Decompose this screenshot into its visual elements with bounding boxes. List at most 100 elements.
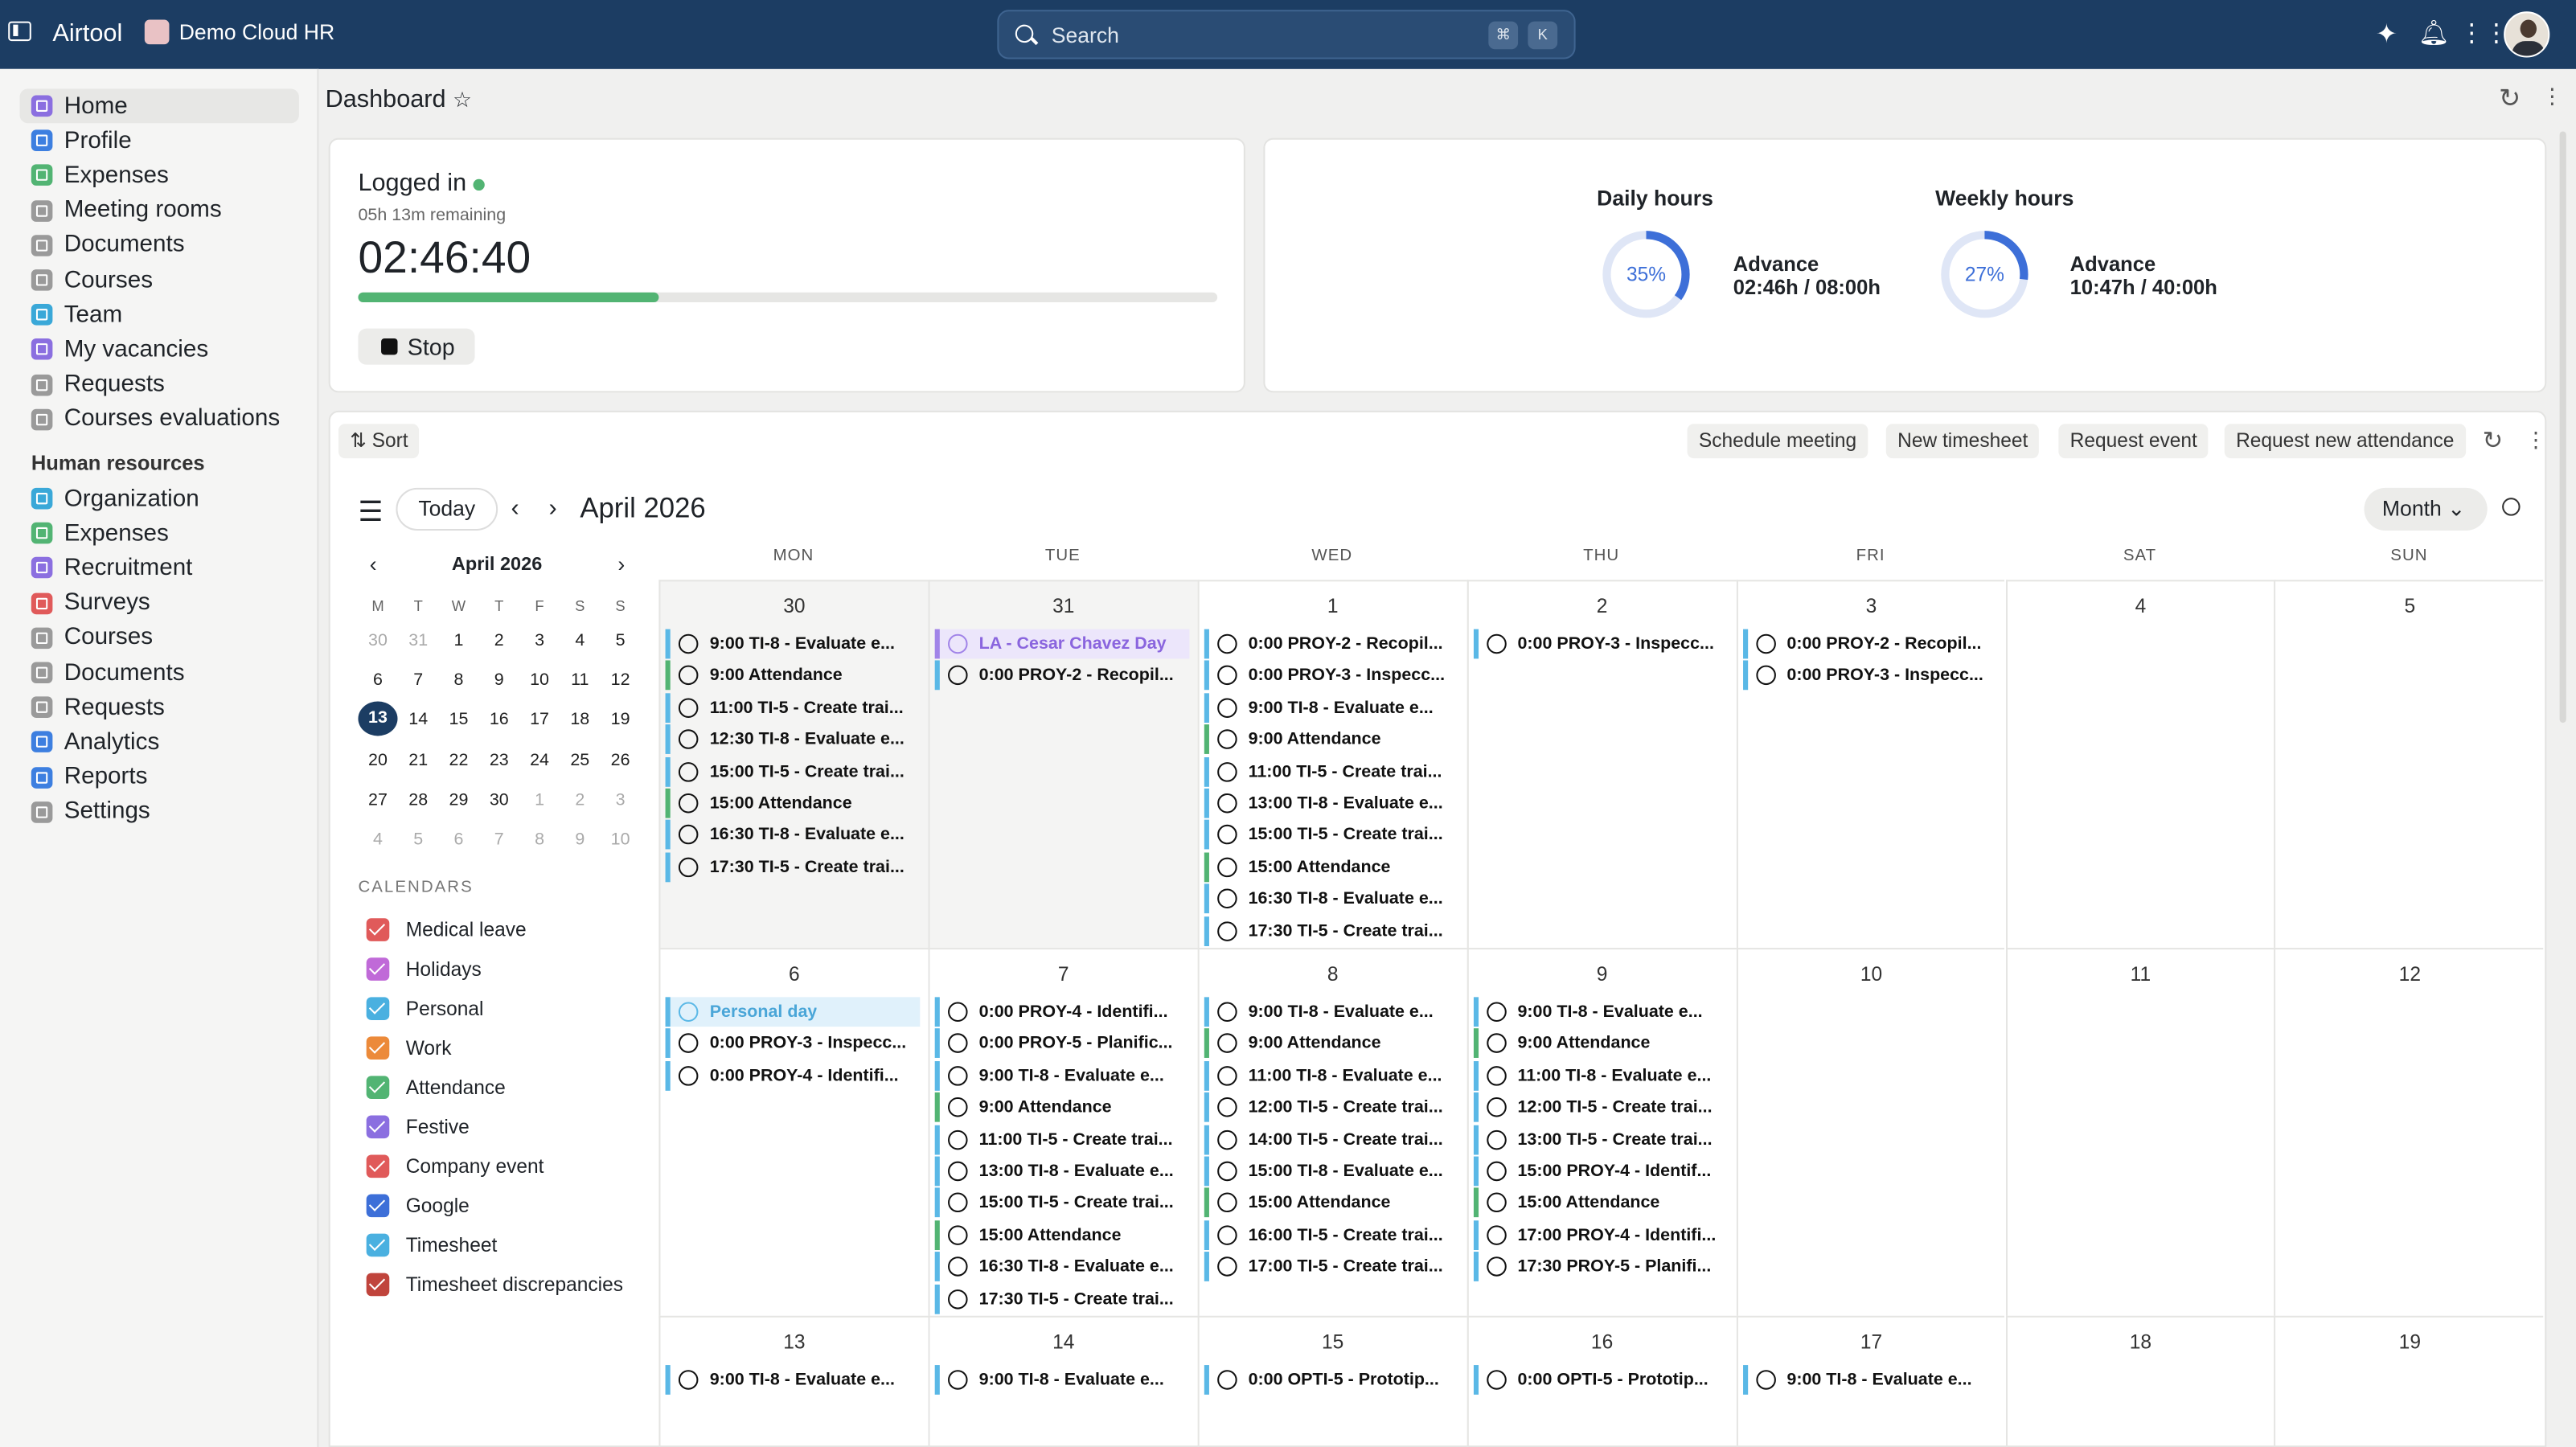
day-cell[interactable]: 17 9:00 TI-8 - Evaluate e... xyxy=(1736,1315,2005,1447)
mini-day[interactable]: 5 xyxy=(615,630,626,651)
calendar-event[interactable]: 11:00 TI-5 - Create trai... xyxy=(934,1124,1189,1154)
calendar-event[interactable]: 16:00 TI-5 - Create trai... xyxy=(1204,1219,1458,1250)
calendar-event[interactable]: 12:30 TI-8 - Evaluate e... xyxy=(665,724,921,755)
mini-day[interactable]: 4 xyxy=(575,630,585,651)
calendar-toggle-holidays[interactable]: Holidays xyxy=(366,957,482,981)
calendar-event[interactable]: 0:00 PROY-3 - Inspecc... xyxy=(1742,661,1997,691)
day-cell[interactable]: 3 0:00 PROY-2 - Recopil... 0:00 PROY-3 - I… xyxy=(1736,580,2005,949)
mini-day[interactable]: 27 xyxy=(368,789,388,810)
mini-day[interactable]: 12 xyxy=(610,670,630,691)
calendar-event[interactable]: 17:00 PROY-4 - Identifi... xyxy=(1473,1219,1728,1250)
calendar-event[interactable]: 0:00 OPTI-5 - Prototip... xyxy=(1204,1365,1458,1395)
hr-item-expenses[interactable]: Expenses xyxy=(20,516,299,551)
star-icon[interactable]: ☆ xyxy=(453,87,472,112)
mini-day[interactable]: 19 xyxy=(610,710,630,731)
calendar-event[interactable]: 0:00 PROY-3 - Inspecc... xyxy=(1204,661,1458,691)
mini-next-icon[interactable]: › xyxy=(617,551,626,577)
mini-day[interactable]: 9 xyxy=(575,829,585,850)
calendar-event[interactable]: LA - Cesar Chavez Day xyxy=(934,629,1190,659)
mini-day[interactable]: 25 xyxy=(570,750,590,770)
mini-day[interactable]: 26 xyxy=(610,750,630,770)
calendar-event[interactable]: 9:00 Attendance xyxy=(934,1092,1189,1123)
calendar-event[interactable]: 9:00 TI-8 - Evaluate e... xyxy=(1204,692,1458,723)
day-cell[interactable]: 4 xyxy=(2004,580,2275,949)
calendar-event[interactable]: 15:00 Attendance xyxy=(1204,1188,1458,1218)
calendar-event[interactable]: 9:00 TI-8 - Evaluate e... xyxy=(665,1365,921,1395)
calendar-event[interactable]: 0:00 PROY-3 - Inspecc... xyxy=(665,1028,921,1059)
mini-day[interactable]: 8 xyxy=(453,670,464,691)
day-cell[interactable]: 11 xyxy=(2004,948,2275,1316)
mini-day[interactable]: 23 xyxy=(489,750,509,770)
sidebar-item-team[interactable]: Team xyxy=(20,297,299,332)
sidebar-item-profile[interactable]: Profile xyxy=(20,124,299,158)
avatar[interactable] xyxy=(2504,11,2550,58)
day-cell[interactable]: 2 0:00 PROY-3 - Inspecc... xyxy=(1466,580,1737,949)
day-cell[interactable]: 14 9:00 TI-8 - Evaluate e... xyxy=(928,1315,1198,1447)
sidebar-item-courses[interactable]: Courses xyxy=(20,263,299,297)
hr-item-organization[interactable]: Organization xyxy=(20,482,299,516)
mini-day[interactable]: 30 xyxy=(489,789,509,810)
day-cell[interactable]: 8 9:00 TI-8 - Evaluate e... 9:00 Attendanc… xyxy=(1197,948,1467,1316)
calendar-event[interactable]: 17:30 TI-5 - Create trai... xyxy=(1204,916,1458,946)
mini-day[interactable]: 30 xyxy=(368,630,388,651)
day-cell[interactable]: 6 Personal day 0:00 PROY-3 - Inspecc... 0:0… xyxy=(658,948,929,1316)
bell-icon[interactable]: 🔔︎ xyxy=(2418,19,2450,48)
calendar-toggle-work[interactable]: Work xyxy=(366,1036,451,1060)
day-cell[interactable]: 10 xyxy=(1736,948,2005,1316)
menu-icon[interactable]: ☰ xyxy=(358,496,384,527)
sidebar-toggle-icon[interactable] xyxy=(8,21,31,42)
mini-day[interactable]: 6 xyxy=(453,829,464,850)
hr-item-requests[interactable]: Requests xyxy=(20,691,299,725)
sort-button[interactable]: ⇅ Sort xyxy=(338,424,420,459)
mini-day[interactable]: 8 xyxy=(535,829,545,850)
day-cell[interactable]: 13 9:00 TI-8 - Evaluate e... xyxy=(658,1315,929,1447)
calendar-event[interactable]: 11:00 TI-8 - Evaluate e... xyxy=(1204,1060,1458,1091)
calendar-event[interactable]: 16:30 TI-8 - Evaluate e... xyxy=(1204,883,1458,914)
mini-day[interactable]: 21 xyxy=(408,750,429,770)
calendar-event[interactable]: 9:00 TI-8 - Evaluate e... xyxy=(1473,997,1728,1027)
mini-day[interactable]: 7 xyxy=(494,829,504,850)
day-cell[interactable]: 7 0:00 PROY-4 - Identifi... 0:00 PROY-5 - … xyxy=(928,948,1198,1316)
hr-item-settings[interactable]: Settings xyxy=(20,795,299,830)
hr-item-recruitment[interactable]: Recruitment xyxy=(20,551,299,585)
mini-day[interactable]: 22 xyxy=(449,750,469,770)
calendar-event[interactable]: 17:00 TI-5 - Create trai... xyxy=(1204,1252,1458,1282)
calendar-refresh-icon[interactable]: ↻ xyxy=(2482,427,2504,456)
calendar-toggle-timesheet[interactable]: Timesheet xyxy=(366,1233,497,1257)
calendar-toggle-attendance[interactable]: Attendance xyxy=(366,1076,506,1100)
calendar-event[interactable]: 9:00 TI-8 - Evaluate e... xyxy=(665,629,921,659)
calendar-toggle-google[interactable]: Google xyxy=(366,1194,470,1218)
day-cell[interactable]: 9 9:00 TI-8 - Evaluate e... 9:00 Attendanc… xyxy=(1466,948,1737,1316)
calendar-event[interactable]: 17:30 TI-5 - Create trai... xyxy=(934,1284,1189,1314)
calendar-event[interactable]: 16:30 TI-8 - Evaluate e... xyxy=(934,1252,1189,1282)
hr-item-documents[interactable]: Documents xyxy=(20,655,299,690)
request-attendance-button[interactable]: Request new attendance xyxy=(2224,424,2466,459)
more-icon[interactable]: ⋮ xyxy=(2541,84,2563,109)
calendar-event[interactable]: 0:00 OPTI-5 - Prototip... xyxy=(1473,1365,1728,1395)
calendar-event[interactable]: 9:00 Attendance xyxy=(1473,1028,1728,1059)
next-month-icon[interactable]: › xyxy=(548,494,557,523)
sidebar-item-requests[interactable]: Requests xyxy=(20,367,299,402)
hr-item-analytics[interactable]: Analytics xyxy=(20,725,299,760)
hr-item-surveys[interactable]: Surveys xyxy=(20,586,299,621)
mini-day[interactable]: 14 xyxy=(408,710,429,731)
calendar-toggle-timesheet-discrepancies[interactable]: Timesheet discrepancies xyxy=(366,1273,623,1297)
mini-day[interactable]: 6 xyxy=(373,670,383,691)
scrollbar[interactable] xyxy=(2559,131,2566,724)
calendar-event[interactable]: 0:00 PROY-5 - Planific... xyxy=(934,1028,1189,1059)
mini-day[interactable]: 4 xyxy=(373,829,383,850)
calendar-event[interactable]: 15:00 Attendance xyxy=(934,1219,1189,1250)
mini-day[interactable]: 3 xyxy=(615,789,626,810)
mini-day[interactable]: 24 xyxy=(530,750,549,770)
sidebar-item-meeting-rooms[interactable]: Meeting rooms xyxy=(20,193,299,228)
day-cell[interactable]: 19 xyxy=(2274,1315,2544,1447)
mini-day[interactable]: 17 xyxy=(530,710,549,731)
calendar-event[interactable]: 16:30 TI-8 - Evaluate e... xyxy=(665,820,921,851)
calendar-toggle-personal[interactable]: Personal xyxy=(366,997,484,1020)
calendar-toggle-company-event[interactable]: Company event xyxy=(366,1154,544,1179)
mini-day[interactable]: 5 xyxy=(413,829,424,850)
mini-day[interactable]: 1 xyxy=(535,789,545,810)
calendar-event[interactable]: 9:00 TI-8 - Evaluate e... xyxy=(1204,997,1458,1027)
calendar-event[interactable]: 13:00 TI-8 - Evaluate e... xyxy=(1204,788,1458,818)
mini-day[interactable]: 28 xyxy=(408,789,429,810)
